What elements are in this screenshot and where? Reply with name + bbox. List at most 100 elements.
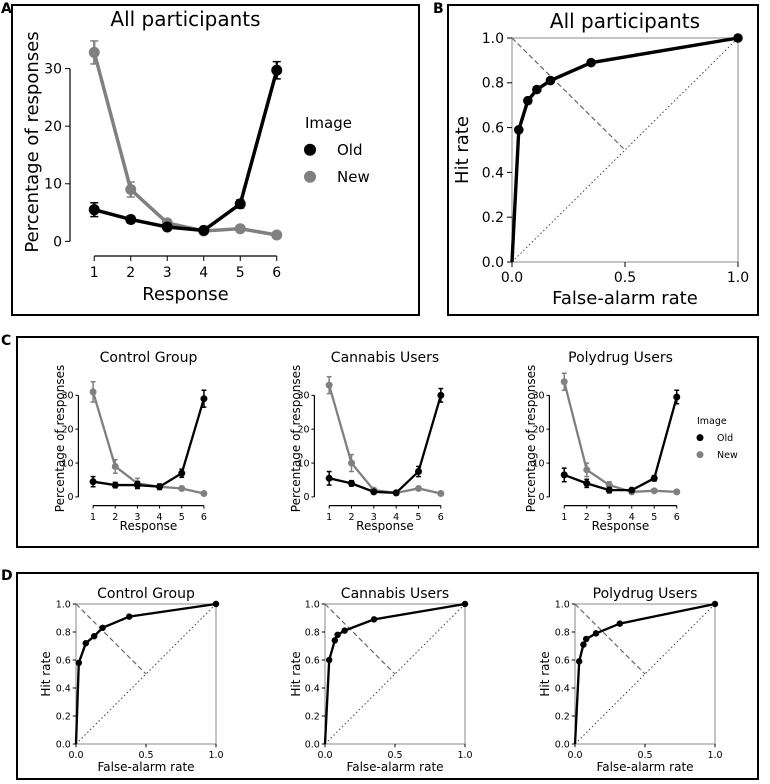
chart-a-series-new-line xyxy=(92,51,278,237)
chart-d3-y-label: Hit rate xyxy=(538,651,552,696)
chart-d1-title: Control Group xyxy=(97,586,195,602)
chart-d3-roc-point xyxy=(592,630,600,637)
chart-d1-y-tick-label: 0.4 xyxy=(56,683,71,694)
chart-c2-x-tick-label: 4 xyxy=(393,512,399,523)
chart-a-legend-label-new: New xyxy=(337,168,370,186)
chart-c3-x-tick-label: 5 xyxy=(651,512,657,523)
chart-c3-y-label: Percentage of responses xyxy=(524,365,538,512)
chart-d2-roc-point xyxy=(461,600,469,608)
chart-a-x-tick-label: 2 xyxy=(126,265,135,281)
chart-d1-minor-diagonal xyxy=(75,603,147,675)
chart-d2-roc-point xyxy=(331,637,339,644)
chart-d1-roc-point xyxy=(125,613,133,620)
chart-a-x-tick-label: 5 xyxy=(236,265,245,281)
chart-a-point-new xyxy=(88,46,100,58)
chart-d2-y-tick-label: 0.8 xyxy=(305,627,320,638)
chart-d3-chance-line xyxy=(574,603,716,745)
chart-d1-y-tick-label: 0.8 xyxy=(56,627,71,638)
chart-d2-x-tick-label: 1.0 xyxy=(457,750,472,761)
chart-c3-x-label: Response xyxy=(592,519,650,533)
chart-d3-title: Polydrug Users xyxy=(593,586,698,602)
chart-a-point-old xyxy=(234,198,246,210)
chart-a-y-tick-label: 0 xyxy=(53,234,62,250)
chart-c2-point-new xyxy=(437,490,445,498)
chart-a-x-tick-label: 4 xyxy=(199,265,208,281)
chart-c3-point-new xyxy=(650,487,658,495)
chart-c2-y-tick-label: 20 xyxy=(298,425,310,436)
chart-c1-point-old xyxy=(111,481,119,489)
panel-c-frame xyxy=(16,336,759,548)
panel-a-frame xyxy=(11,4,420,316)
chart-d3-y-tick-label: 0.0 xyxy=(555,739,570,750)
chart-d2-y-tick-label: 0.6 xyxy=(305,655,320,666)
chart-c2-x-tick-label: 1 xyxy=(326,512,332,523)
chart-c2-point-old xyxy=(437,391,445,399)
chart-d1-x-tick-label: 0.0 xyxy=(68,750,83,761)
chart-c1-point-new xyxy=(200,490,208,498)
chart-c3-x-tick-label: 2 xyxy=(584,512,590,523)
chart-c3-y-tick-label: 10 xyxy=(533,458,545,469)
chart-a-x-tick-label: 6 xyxy=(272,265,281,281)
chart-c2-x-tick-label: 6 xyxy=(438,512,444,523)
panel-label-a: A xyxy=(1,1,12,17)
chart-c3-x-tick-label: 1 xyxy=(561,512,567,523)
chart-d3-roc-point xyxy=(711,600,719,608)
chart-d1-x-tick-label: 1.0 xyxy=(208,750,223,761)
chart-d2-roc-point xyxy=(341,627,348,634)
chart-d3-y-tick-label: 1.0 xyxy=(555,599,570,610)
chart-a-point-new xyxy=(234,223,246,235)
chart-c1-x-tick-label: 3 xyxy=(134,512,140,523)
chart-b-roc-point xyxy=(733,33,743,43)
chart-b-title: All participants xyxy=(550,9,700,33)
chart-d1-roc-point xyxy=(212,600,220,608)
chart-c1-point-old xyxy=(89,478,97,486)
chart-c3-y-tick-label: 30 xyxy=(533,391,545,402)
chart-c1-x-label: Response xyxy=(120,519,178,533)
chart-d3-minor-diagonal xyxy=(574,603,646,675)
chart-d3-roc-point xyxy=(580,641,587,648)
chart-d3-x-label: False-alarm rate xyxy=(596,760,693,774)
chart-c3-point-new xyxy=(673,488,681,496)
chart-b-y-tick-label: 0.6 xyxy=(482,121,504,137)
chart-d1-y-label: Hit rate xyxy=(39,651,53,696)
chart-c1-x-tick-label: 4 xyxy=(157,512,163,523)
chart-a-point-new xyxy=(271,229,283,241)
chart-a-point-new xyxy=(125,184,137,196)
chart-c3-x-tick-label: 3 xyxy=(606,512,612,523)
chart-c1-point-new xyxy=(89,388,97,396)
chart-c2-x-label: Response xyxy=(356,519,414,533)
chart-c1-y-tick-label: 30 xyxy=(62,391,74,402)
chart-c2-y-tick-label: 0 xyxy=(304,492,310,503)
chart-c1-point-new xyxy=(111,462,119,470)
chart-b-y-tick-label: 0.2 xyxy=(482,210,504,226)
chart-a-point-old xyxy=(271,64,283,76)
chart-d2-minor-diagonal xyxy=(324,603,396,675)
chart-a-x-tick-label: 3 xyxy=(163,265,172,281)
chart-c2-y-tick-label: 30 xyxy=(298,391,310,402)
chart-b-roc-point xyxy=(513,125,524,135)
chart-b-y-tick-label: 0.0 xyxy=(482,255,504,271)
chart-b-roc-point xyxy=(586,57,596,68)
chart-c1-y-tick-label: 0 xyxy=(68,492,74,503)
chart-a-x-tick-label: 1 xyxy=(90,265,99,281)
chart-a-point-old xyxy=(161,221,173,233)
chart-d3-x-tick-label: 0.5 xyxy=(637,750,652,761)
chart-d1-y-tick-label: 0.0 xyxy=(56,739,71,750)
chart-b-x-tick-label: 1.0 xyxy=(727,270,749,286)
chart-c3-point-old xyxy=(673,393,681,401)
chart-c3-y-tick-label: 20 xyxy=(533,425,545,436)
chart-a-y-tick-label: 10 xyxy=(44,177,62,193)
chart-c1-title: Control Group xyxy=(100,350,198,366)
chart-d1-x-tick-label: 0.5 xyxy=(138,750,153,761)
chart-c3-legend-marker-old xyxy=(696,434,704,442)
chart-b-minor-diagonal xyxy=(511,37,626,151)
chart-c3-point-old xyxy=(650,474,658,482)
chart-c3-title: Polydrug Users xyxy=(568,350,673,366)
panel-label-b: B xyxy=(433,1,444,17)
chart-b-y-tick-label: 1.0 xyxy=(482,31,504,47)
chart-b-x-tick-label: 0.0 xyxy=(501,270,523,286)
chart-c3-series-old-line xyxy=(563,396,678,492)
chart-d2-chance-line xyxy=(324,603,466,745)
chart-d2-y-tick-label: 0.4 xyxy=(305,683,320,694)
